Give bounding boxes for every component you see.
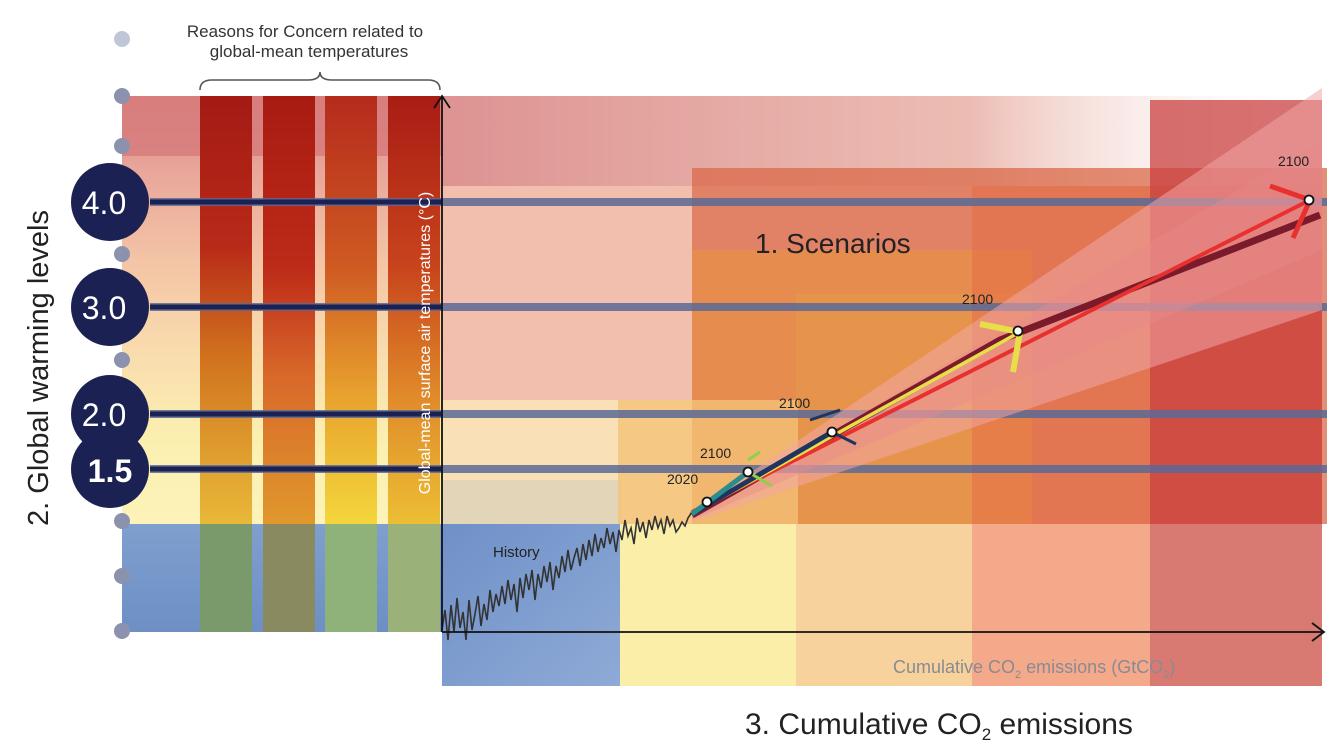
emissions-panel: 2020 2100 2100 2100 2100 1. Scenarios Hi… (150, 88, 1327, 686)
scenario-high-line (691, 198, 1311, 514)
svg-text:1.5: 1.5 (88, 453, 132, 489)
warming-levels: 4.0 3.0 2.0 1.5 (71, 163, 149, 508)
rfc-panel: Reasons for Concern related to global-me… (114, 22, 442, 639)
svg-text:4.0: 4.0 (82, 185, 126, 221)
year-label-2020: 2020 (667, 471, 698, 487)
year-label-2100-a: 2100 (700, 445, 731, 461)
scenario-points (701, 194, 1315, 508)
warming-level-3: 3.0 (71, 268, 149, 346)
history-label: History (493, 544, 540, 561)
warming-level-1-5: 1.5 (71, 430, 149, 508)
warming-level-2: 2.0 (71, 375, 149, 453)
x-axis-title: Cumulative CO2 emissions (GtCO2) (893, 657, 1175, 681)
rfc-header-line1: Reasons for Concern related to (187, 22, 423, 41)
year-label-2100-b: 2100 (779, 395, 810, 411)
year-label-2100-c: 2100 (962, 291, 993, 307)
scenario-vlow-line (690, 470, 750, 516)
scenarios-label: 1. Scenarios (755, 228, 911, 259)
year-label-2100-d: 2100 (1278, 153, 1309, 169)
warming-level-4: 4.0 (71, 163, 149, 241)
rfc-header-line2: global-mean temperatures (210, 42, 408, 61)
bottom-title: 3. Cumulative CO2 emissions (745, 708, 1133, 744)
y-axis-title: Global-mean surface air temperatures (°C… (417, 192, 434, 495)
history-line (441, 511, 693, 641)
rfc-brace (199, 71, 441, 91)
axes (433, 94, 1326, 642)
scale-dots (114, 31, 130, 639)
uncertainty-plume (692, 88, 1322, 522)
svg-text:2.0: 2.0 (82, 397, 126, 433)
svg-text:3.0: 3.0 (82, 290, 126, 326)
scenario-low-line (690, 429, 834, 517)
side-title: 2. Global warming levels (23, 210, 55, 526)
